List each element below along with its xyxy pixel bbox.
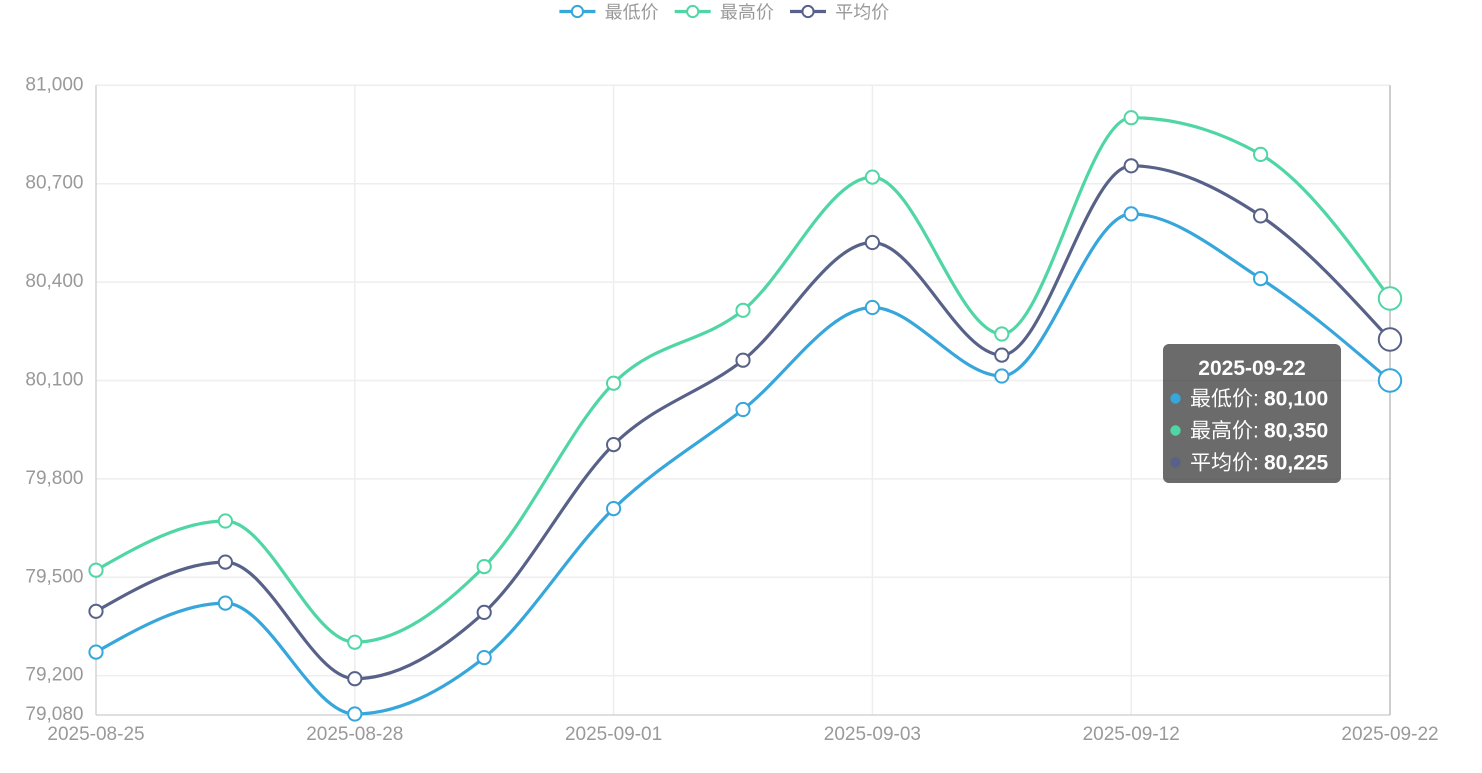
svg-text::: : xyxy=(1253,420,1265,443)
svg-text:2025-09-01: 2025-09-01 xyxy=(565,724,662,745)
svg-text:2025-09-22: 2025-09-22 xyxy=(1198,357,1305,380)
svg-text:81,000: 81,000 xyxy=(25,74,83,95)
svg-text:79,500: 79,500 xyxy=(25,566,83,587)
svg-text::: : xyxy=(1253,388,1265,411)
svg-text:79,200: 79,200 xyxy=(25,665,83,686)
svg-text:79,080: 79,080 xyxy=(25,704,83,725)
svg-text::: : xyxy=(1253,452,1265,475)
svg-text:79,800: 79,800 xyxy=(25,468,83,489)
svg-text:2025-09-03: 2025-09-03 xyxy=(824,724,921,745)
svg-text:2025-09-22: 2025-09-22 xyxy=(1341,724,1438,745)
svg-text:80,400: 80,400 xyxy=(25,271,83,292)
svg-text:80,225: 80,225 xyxy=(1264,452,1329,475)
svg-text:80,700: 80,700 xyxy=(25,173,83,194)
svg-text:2025-08-28: 2025-08-28 xyxy=(306,724,403,745)
svg-text:80,100: 80,100 xyxy=(25,370,83,391)
svg-text:2025-08-25: 2025-08-25 xyxy=(47,724,144,745)
svg-text:2025-09-12: 2025-09-12 xyxy=(1083,724,1180,745)
svg-text:80,350: 80,350 xyxy=(1264,420,1328,443)
svg-text:80,100: 80,100 xyxy=(1264,388,1328,411)
